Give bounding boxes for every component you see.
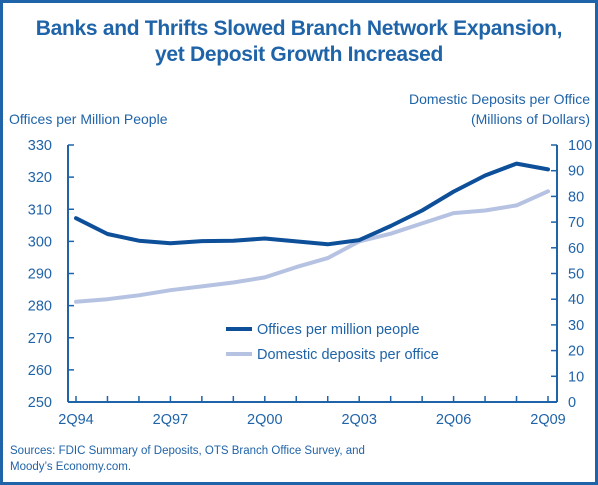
x-tick-label: 2Q06 <box>436 412 471 428</box>
source-note: Sources: FDIC Summary of Deposits, OTS B… <box>10 443 490 475</box>
offices-series-line <box>74 161 550 247</box>
y-right-tick-label: 10 <box>568 369 584 385</box>
x-tick-label: 2Q09 <box>530 412 565 428</box>
y-left-tick-label: 280 <box>28 299 52 315</box>
y-left-tick-label: 290 <box>28 267 52 283</box>
deposits-series-line <box>74 189 550 304</box>
y-right-tick-label: 60 <box>568 241 584 257</box>
source-note-line-2: Moody’s Economy.com. <box>10 461 132 473</box>
y-right-tick-label: 30 <box>568 318 584 334</box>
y-left-tick-label: 320 <box>28 170 52 186</box>
y-right-tick-label: 50 <box>568 267 584 283</box>
x-tick-label: 2Q00 <box>247 412 282 428</box>
y-left-tick-label: 330 <box>28 138 52 154</box>
y-left-tick-label: 260 <box>28 363 52 379</box>
y-right-tick-label: 40 <box>568 292 584 308</box>
chart-title-line-1: Banks and Thrifts Slowed Branch Network … <box>35 17 563 40</box>
y-right-tick-label: 100 <box>568 138 592 154</box>
x-tick-label: 2Q94 <box>58 412 93 428</box>
y-right-tick-label: 0 <box>568 395 576 411</box>
chart-title-line-2: yet Deposit Growth Increased <box>154 43 443 66</box>
y-right-tick-label: 20 <box>568 344 584 360</box>
y-right-axis-title-line-2: (Millions of Dollars) <box>471 111 590 127</box>
y-left-tick-label: 310 <box>28 202 52 218</box>
y-right-axis-title-line-1: Domestic Deposits per Office <box>409 91 590 107</box>
y-left-tick-label: 270 <box>28 331 52 347</box>
source-note-line-1: Sources: FDIC Summary of Deposits, OTS B… <box>10 445 365 457</box>
y-right-tick-label: 70 <box>568 215 584 231</box>
y-left-tick-label: 250 <box>28 395 52 411</box>
y-left-tick-label: 300 <box>28 234 52 250</box>
legend-deposits-label: Domestic deposits per office <box>257 347 439 363</box>
legend-offices-label: Offices per million people <box>257 322 420 338</box>
x-tick-label: 2Q03 <box>341 412 376 428</box>
y-right-tick-label: 80 <box>568 189 584 205</box>
y-left-axis-title: Offices per Million People <box>9 111 168 127</box>
x-tick-label: 2Q97 <box>153 412 188 428</box>
y-right-tick-label: 90 <box>568 164 584 180</box>
